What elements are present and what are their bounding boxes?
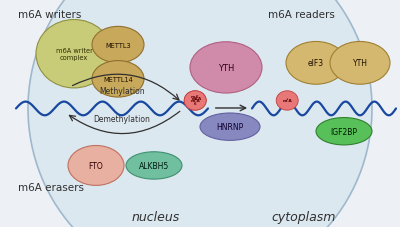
Ellipse shape (190, 43, 262, 94)
Ellipse shape (28, 0, 372, 227)
Text: IGF2BP: IGF2BP (330, 127, 358, 136)
Ellipse shape (184, 91, 206, 111)
Text: YTH: YTH (352, 59, 368, 68)
Ellipse shape (184, 91, 206, 111)
Text: Demethylation: Demethylation (94, 115, 150, 124)
Text: m: m (190, 95, 195, 99)
Ellipse shape (126, 152, 182, 179)
Text: Methylation: Methylation (99, 86, 145, 95)
Text: YTH: YTH (218, 64, 234, 73)
Text: m6A erasers: m6A erasers (18, 182, 84, 192)
Text: mA
6: mA 6 (192, 97, 198, 105)
Ellipse shape (316, 118, 372, 145)
Text: A: A (198, 97, 201, 101)
Text: FTO: FTO (89, 161, 103, 170)
Ellipse shape (286, 42, 346, 85)
Text: nucleus: nucleus (132, 210, 180, 223)
Text: METTL3: METTL3 (105, 42, 131, 48)
Ellipse shape (200, 114, 260, 141)
Text: cytoplasm: cytoplasm (272, 210, 336, 223)
Text: m⁶A: m⁶A (282, 99, 292, 103)
Ellipse shape (276, 91, 298, 111)
Ellipse shape (68, 146, 124, 186)
Text: m6A readers: m6A readers (268, 10, 335, 20)
Text: m⁶A: m⁶A (190, 99, 200, 103)
Text: m6A writer
complex: m6A writer complex (56, 48, 92, 61)
Ellipse shape (92, 27, 144, 64)
Text: m6A writers: m6A writers (18, 10, 81, 20)
Text: METTL14: METTL14 (103, 76, 133, 82)
Ellipse shape (92, 61, 144, 98)
Text: HNRNP: HNRNP (216, 123, 244, 132)
Ellipse shape (330, 42, 390, 85)
Text: 6: 6 (196, 95, 198, 99)
Ellipse shape (36, 20, 112, 89)
Text: ALKBH5: ALKBH5 (139, 161, 169, 170)
Text: eIF3: eIF3 (308, 59, 324, 68)
